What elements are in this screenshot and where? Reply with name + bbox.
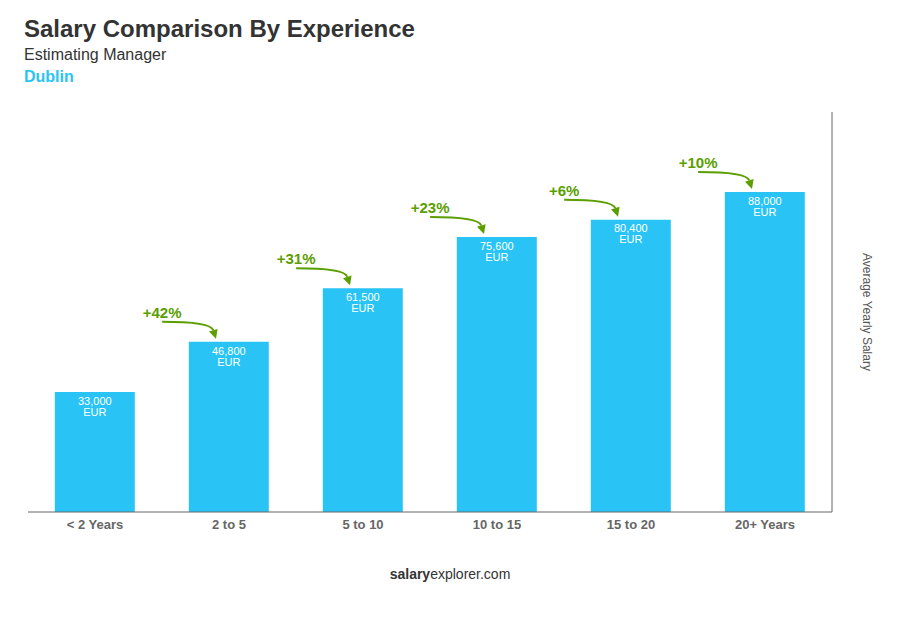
svg-text:61,500EUR: 61,500EUR (346, 291, 380, 314)
html-text:Estimating Manager: Estimating Manager (24, 46, 167, 63)
html-text:salary explorer.com: salary explorer.com (389, 566, 511, 582)
html-text:Salary Comparison By Experienc: Salary Comparison By Experience (24, 15, 415, 42)
svg-text:+6%: +6% (549, 182, 579, 199)
svg-text:10 to 15: 10 to 15 (473, 517, 521, 532)
svg-text:+31%: +31% (277, 250, 316, 267)
svg-text:80,400EUR: 80,400EUR (614, 222, 648, 245)
svg-text:< 2 Years: < 2 Years (67, 517, 124, 532)
svg-text:46,800EUR: 46,800EUR (212, 345, 246, 368)
svg-text:33,000EUR: 33,000EUR (78, 395, 112, 418)
svg-text:2 to 5: 2 to 5 (212, 517, 246, 532)
svg-text:Average Yearly Salary: Average Yearly Salary (860, 253, 874, 371)
svg-text:15 to 20: 15 to 20 (607, 517, 655, 532)
svg-text:+23%: +23% (411, 199, 450, 216)
svg-text:88,000EUR: 88,000EUR (748, 195, 782, 218)
svg-text:5 to 10: 5 to 10 (342, 517, 383, 532)
svg-text:+42%: +42% (143, 304, 182, 321)
svg-text:75,600EUR: 75,600EUR (480, 240, 514, 263)
svg-text:+10%: +10% (679, 154, 718, 171)
svg-text:20+ Years: 20+ Years (735, 517, 795, 532)
html-text:Dublin: Dublin (24, 68, 74, 85)
